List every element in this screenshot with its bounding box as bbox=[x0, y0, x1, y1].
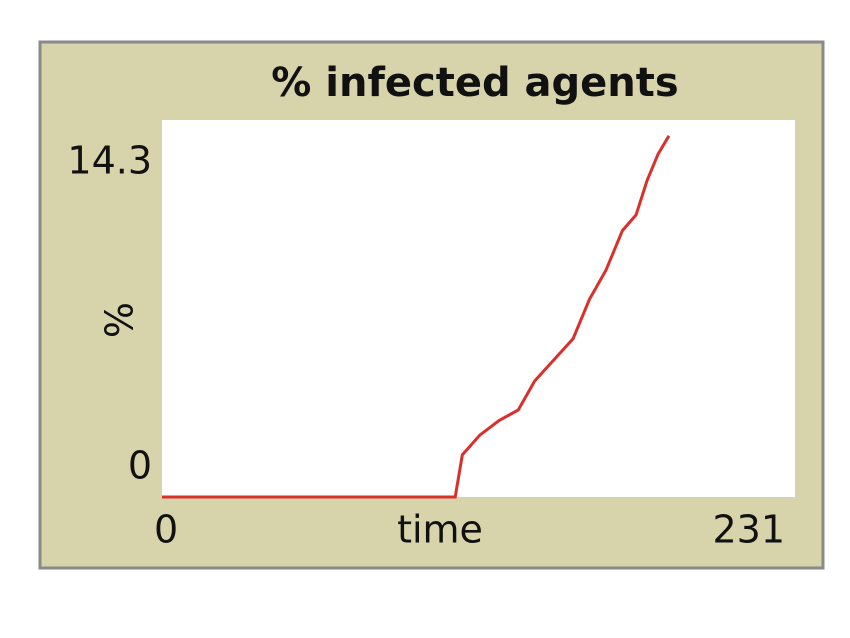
plot-area bbox=[162, 120, 795, 497]
x-axis-label: time bbox=[397, 508, 483, 552]
data-line bbox=[162, 135, 671, 499]
y-tick-label: 0 bbox=[128, 444, 152, 488]
y-tick-label: 14.3 bbox=[67, 139, 152, 183]
x-tick-label: 231 bbox=[712, 508, 785, 552]
x-tick-label: 0 bbox=[154, 508, 178, 552]
chart-title: % infected agents bbox=[271, 60, 678, 106]
y-axis-label: % bbox=[98, 302, 142, 338]
